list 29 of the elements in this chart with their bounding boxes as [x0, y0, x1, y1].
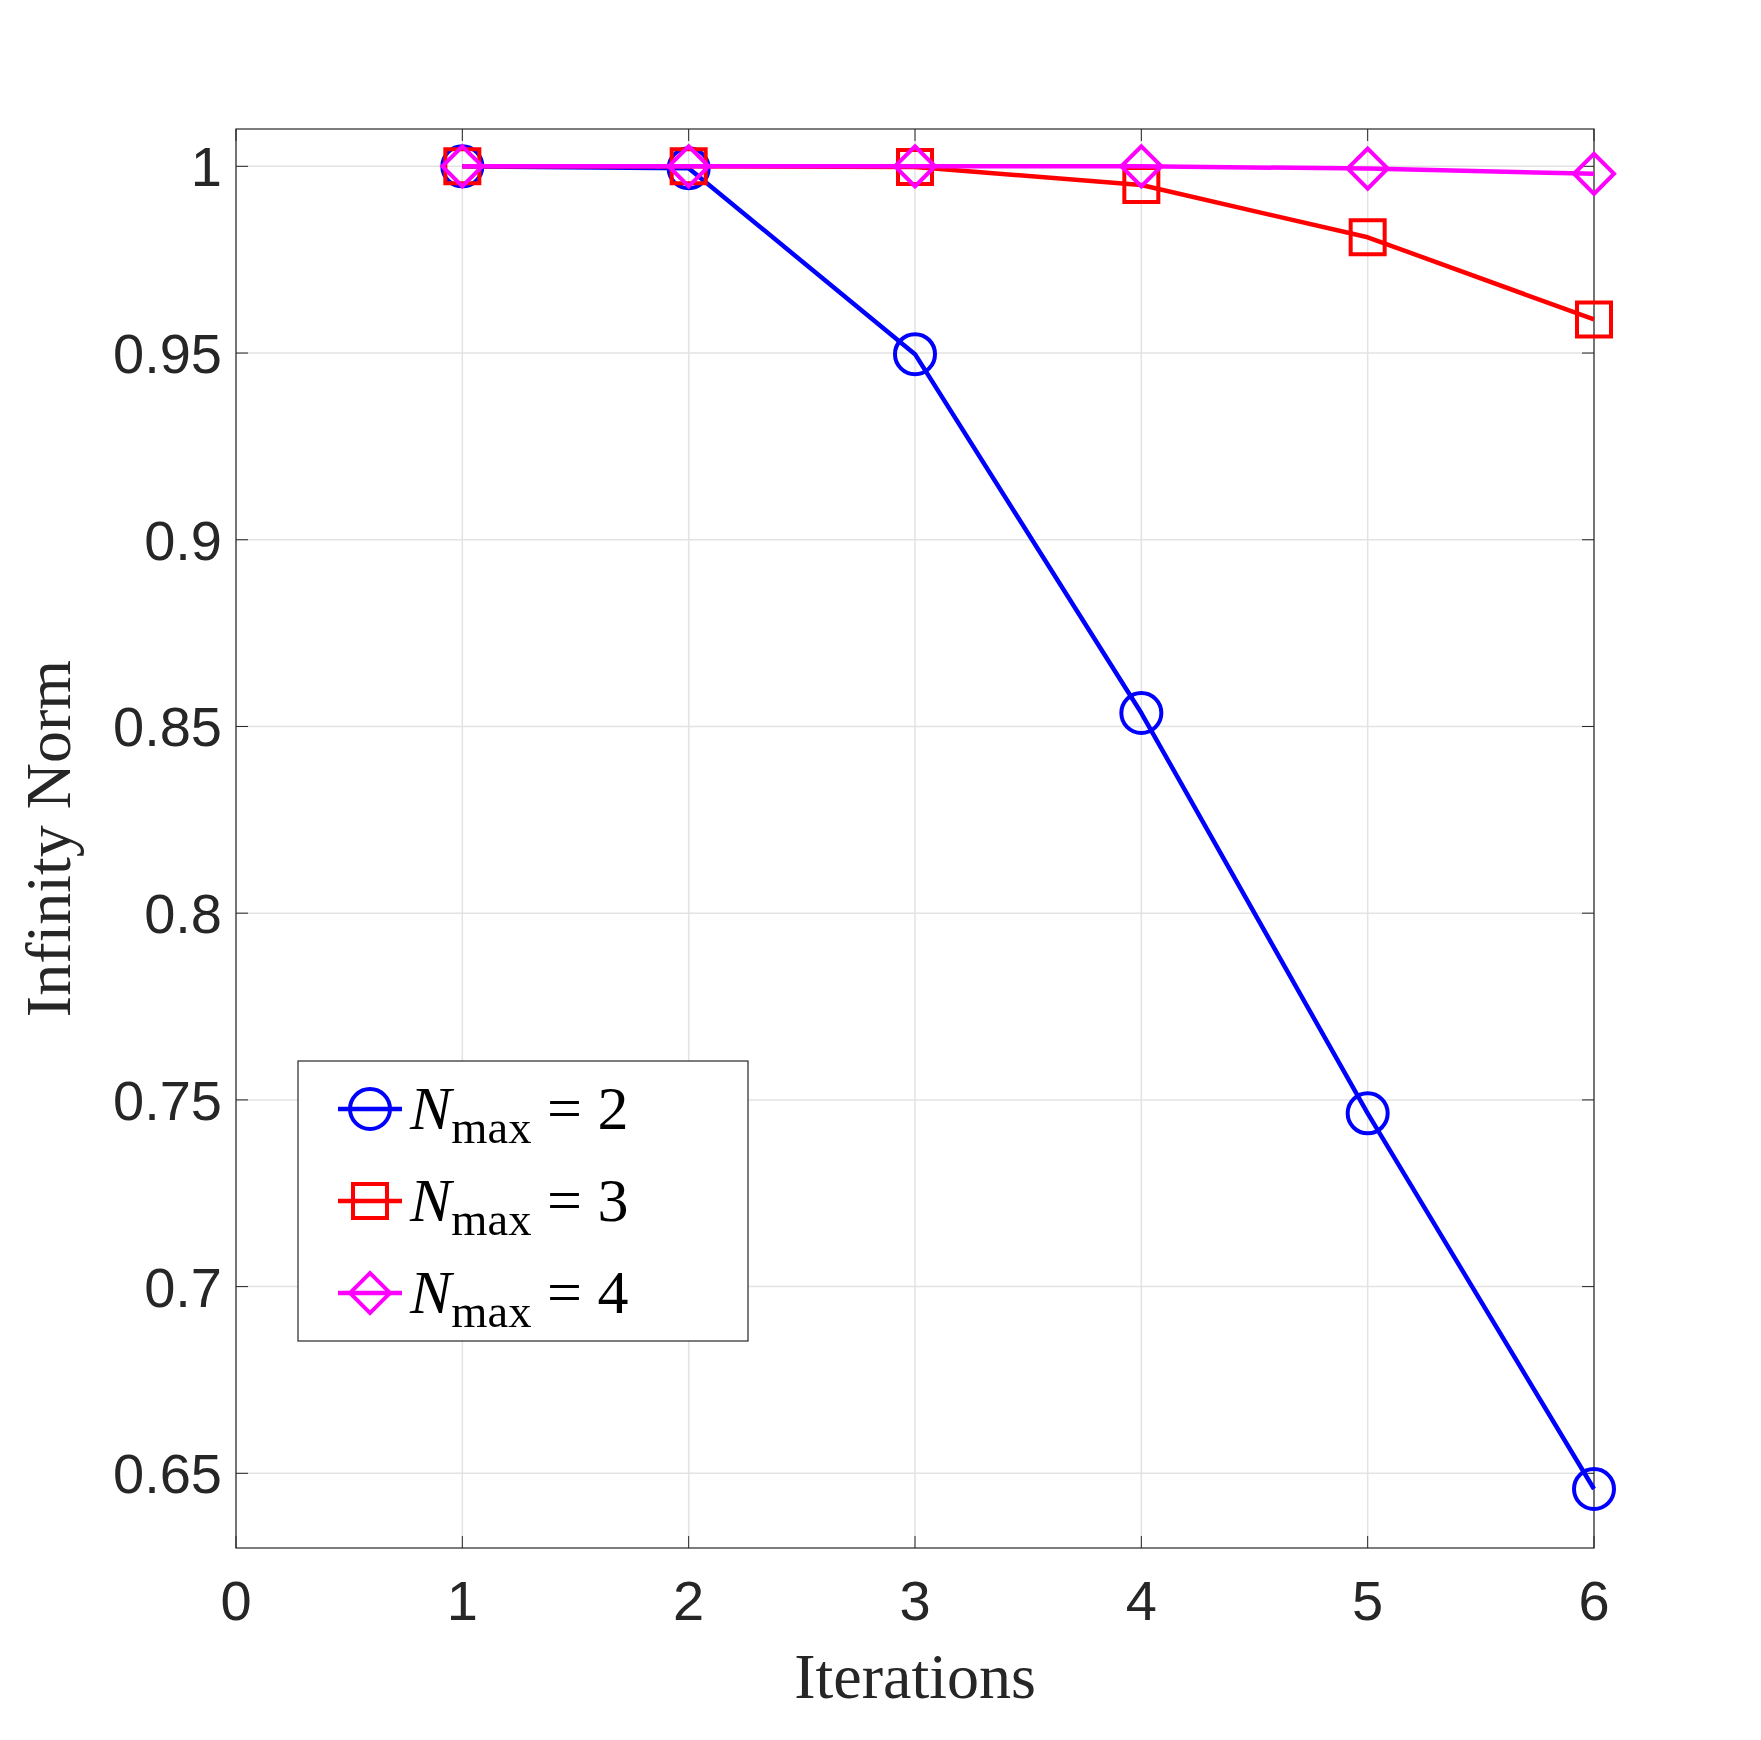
y-tick-label: 0.75 — [113, 1068, 222, 1132]
y-tick-label: 1 — [190, 135, 222, 199]
point — [1119, 144, 1164, 189]
legend-label: N$_{max}$ = 3 — [409, 1166, 629, 1246]
x-tick-label: 2 — [673, 1569, 705, 1632]
y-tick-label: 0.95 — [113, 322, 222, 386]
point — [1345, 1091, 1390, 1136]
x-tick-label: 4 — [1125, 1569, 1157, 1632]
point — [1572, 1467, 1616, 1511]
x-tick-label: 1 — [446, 1569, 478, 1632]
point — [893, 332, 937, 377]
x-tick-label: 3 — [899, 1569, 931, 1632]
y-tick-label: 0.85 — [113, 695, 222, 759]
x-tick-label: 0 — [220, 1569, 252, 1632]
y-tick-label: 0.9 — [144, 508, 222, 572]
legend-label: N$_{max}$ = 4 — [409, 1258, 629, 1338]
x-axis-title: Iterations — [794, 1641, 1036, 1712]
y-axis-title: Infinity Norm — [13, 659, 84, 1018]
y-tick-label: 0.7 — [144, 1255, 222, 1319]
point — [1572, 151, 1616, 196]
point — [1119, 691, 1164, 735]
y-tick-label: 0.65 — [113, 1442, 222, 1506]
point — [1348, 218, 1387, 257]
legend-label: N$_{max}$ = 2 — [409, 1074, 629, 1154]
point — [1345, 146, 1390, 191]
x-tick-label: 5 — [1352, 1569, 1384, 1632]
point — [1575, 300, 1613, 339]
y-tick-label: 0.8 — [144, 882, 222, 946]
x-tick-label: 6 — [1578, 1569, 1610, 1632]
